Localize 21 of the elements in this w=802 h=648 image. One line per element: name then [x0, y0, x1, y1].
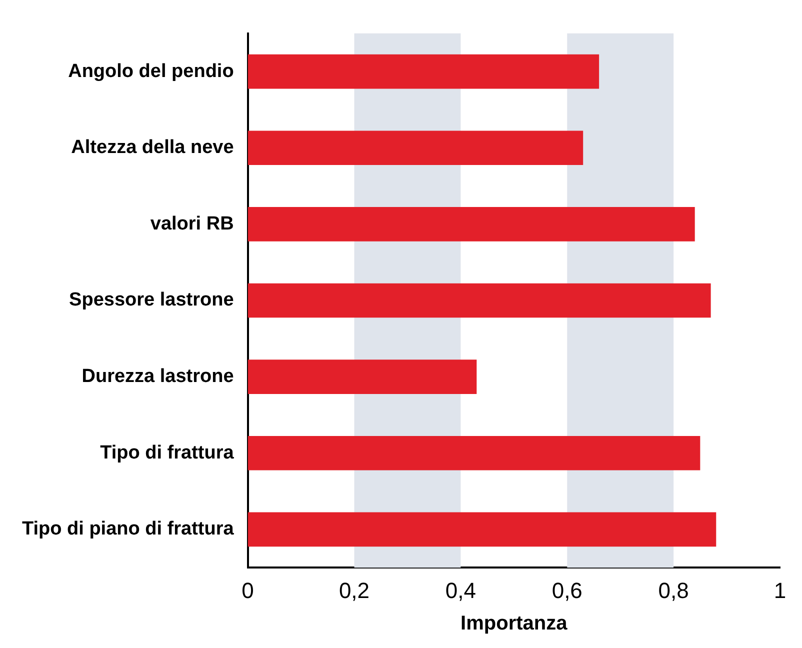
- y-tick-label: Spessore lastrone: [69, 290, 234, 311]
- x-tick-label: 1: [774, 578, 786, 603]
- bar: [248, 207, 695, 242]
- bar: [248, 360, 477, 394]
- bar: [248, 54, 600, 89]
- y-tick-label: Angolo del pendio: [68, 60, 234, 82]
- y-tick-label: Tipo di piano di frattura: [22, 518, 234, 540]
- x-tick-label: 0,8: [658, 578, 689, 603]
- y-tick-label: valori RB: [150, 213, 234, 234]
- y-tick-label: Tipo di frattura: [100, 442, 234, 464]
- x-axis-title: Importanza: [460, 612, 568, 635]
- bar: [248, 130, 584, 166]
- x-tick-label: 0,6: [552, 578, 582, 603]
- x-tick-label: 0,4: [445, 578, 476, 603]
- x-tick-label: 0,2: [338, 578, 370, 603]
- bar: [248, 436, 700, 470]
- bar: [248, 512, 716, 547]
- x-tick-label: 0: [242, 578, 254, 603]
- y-tick-label: Altezza della neve: [71, 137, 234, 158]
- bar: [248, 283, 711, 318]
- y-tick-label: Durezza lastrone: [82, 366, 234, 388]
